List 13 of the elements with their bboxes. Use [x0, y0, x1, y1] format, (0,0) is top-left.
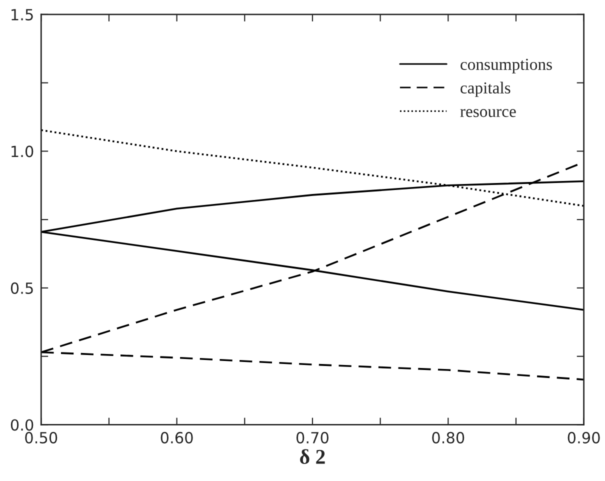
- x-axis-title: δ 2: [300, 449, 325, 464]
- x-tick-label: 0.70: [296, 432, 328, 444]
- legend-label: consumptions: [460, 58, 552, 74]
- x-tick-label: 0.90: [568, 432, 600, 444]
- y-tick-label: 1.0: [12, 146, 34, 158]
- x-tick-label: 0.80: [432, 432, 464, 444]
- y-tick-label: 1.5: [12, 9, 33, 20]
- y-tick-label: 0.5: [10, 282, 33, 294]
- x-tick-label: 0.50: [25, 432, 58, 444]
- x-tick-label: 0.60: [160, 432, 193, 444]
- legend-label: resource: [460, 109, 516, 118]
- y-tick-label: 0.0: [10, 419, 34, 431]
- legend-label: capitals: [460, 82, 510, 97]
